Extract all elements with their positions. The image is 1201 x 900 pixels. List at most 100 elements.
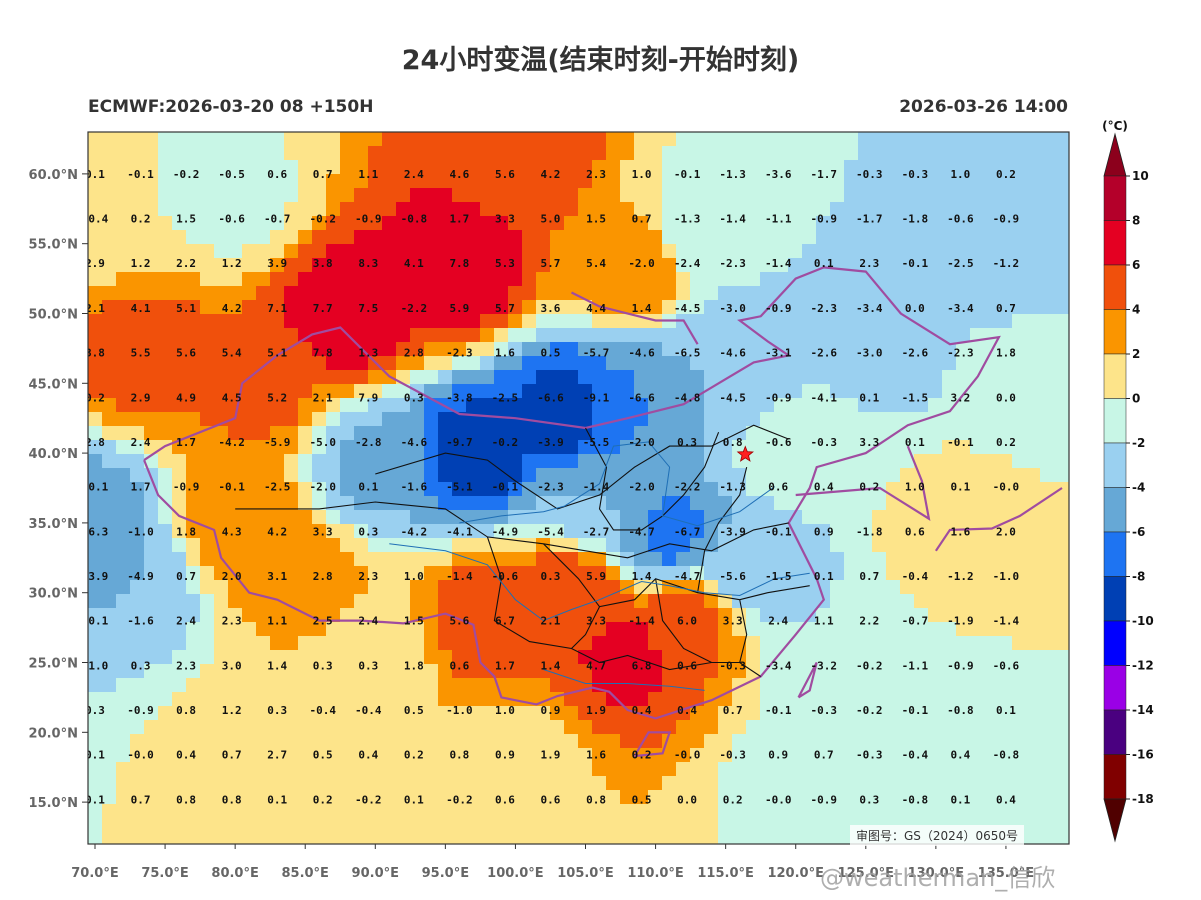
field-cell xyxy=(200,174,215,189)
field-cell xyxy=(494,636,509,651)
field-cell xyxy=(396,314,411,329)
field-cell xyxy=(480,342,495,357)
field-cell xyxy=(1012,496,1027,511)
field-cell xyxy=(760,286,775,301)
field-cell xyxy=(690,174,705,189)
field-cell xyxy=(578,454,593,469)
lat-tick-label: 55.0°N xyxy=(29,238,78,253)
field-cell xyxy=(116,552,131,567)
field-cell xyxy=(732,692,747,707)
field-cell xyxy=(130,398,145,413)
field-cell xyxy=(1054,818,1069,833)
field-cell xyxy=(970,174,985,189)
field-cell xyxy=(1054,594,1069,609)
grid-value: 1.8 xyxy=(176,525,196,538)
field-cell xyxy=(844,216,859,231)
field-cell xyxy=(844,608,859,623)
field-cell xyxy=(270,622,285,637)
field-cell xyxy=(760,818,775,833)
field-cell xyxy=(886,174,901,189)
field-cell xyxy=(298,734,313,749)
field-cell xyxy=(676,636,691,651)
field-cell xyxy=(396,622,411,637)
field-cell xyxy=(718,146,733,161)
field-cell xyxy=(942,776,957,791)
grid-value: 0.6 xyxy=(677,659,697,672)
field-cell xyxy=(298,440,313,455)
province-border xyxy=(739,599,748,663)
field-cell xyxy=(1068,496,1069,511)
field-cell xyxy=(718,818,733,833)
field-cell xyxy=(774,496,789,511)
field-cell xyxy=(242,622,257,637)
grid-value: -0.4 xyxy=(355,704,382,717)
field-cell xyxy=(970,146,985,161)
field-cell xyxy=(802,398,817,413)
field-cell xyxy=(340,314,355,329)
field-cell xyxy=(942,258,957,273)
field-cell xyxy=(438,776,453,791)
field-cell xyxy=(424,244,439,259)
grid-value: 0.0 xyxy=(996,391,1016,404)
field-cell xyxy=(186,132,201,147)
field-cell xyxy=(284,272,299,287)
grid-value: -2.3 xyxy=(719,257,746,270)
field-cell xyxy=(284,538,299,553)
field-cell xyxy=(984,580,999,595)
field-cell xyxy=(116,146,131,161)
field-cell xyxy=(410,258,425,273)
field-cell xyxy=(410,412,425,427)
field-cell xyxy=(760,188,775,203)
grid-value: -0.9 xyxy=(127,704,154,717)
field-cell xyxy=(88,832,103,844)
field-cell xyxy=(942,244,957,259)
field-cell xyxy=(354,328,369,343)
field-cell xyxy=(130,580,145,595)
grid-value: 4.5 xyxy=(222,391,242,404)
field-cell xyxy=(872,762,887,777)
field-cell xyxy=(298,216,313,231)
field-cell xyxy=(186,538,201,553)
field-cell xyxy=(872,398,887,413)
field-cell xyxy=(606,524,621,539)
field-cell xyxy=(130,552,145,567)
field-cell xyxy=(312,496,327,511)
field-cell xyxy=(690,720,705,735)
lon-tick-label: 115.0°E xyxy=(697,866,754,881)
field-cell xyxy=(382,804,397,819)
field-cell xyxy=(116,202,131,217)
field-cell xyxy=(830,440,845,455)
grid-value: 0.4 xyxy=(996,793,1016,806)
grid-value: -5.5 xyxy=(583,436,610,449)
field-cell xyxy=(648,202,663,217)
field-cell xyxy=(858,650,873,665)
field-cell xyxy=(438,622,453,637)
field-cell xyxy=(858,146,873,161)
field-cell xyxy=(200,580,215,595)
field-cell xyxy=(998,132,1013,147)
field-cell xyxy=(886,734,901,749)
field-cell xyxy=(382,314,397,329)
field-cell xyxy=(242,244,257,259)
field-cell xyxy=(396,636,411,651)
field-cell xyxy=(830,356,845,371)
field-cell xyxy=(998,426,1013,441)
field-cell xyxy=(158,580,173,595)
grid-value: 2.3 xyxy=(358,570,378,583)
field-cell xyxy=(578,370,593,385)
field-cell xyxy=(872,272,887,287)
grid-value: 1.5 xyxy=(404,615,424,628)
field-cell xyxy=(732,286,747,301)
field-cell xyxy=(620,454,635,469)
field-cell xyxy=(564,454,579,469)
field-cell xyxy=(578,398,593,413)
field-cell xyxy=(256,818,271,833)
grid-value: 0.9 xyxy=(814,525,834,538)
field-cell xyxy=(1054,216,1069,231)
field-cell xyxy=(620,636,635,651)
field-cell xyxy=(452,762,467,777)
field-cell xyxy=(1054,636,1069,651)
field-cell xyxy=(102,314,117,329)
field-cell xyxy=(844,748,859,763)
field-cell xyxy=(928,538,943,553)
